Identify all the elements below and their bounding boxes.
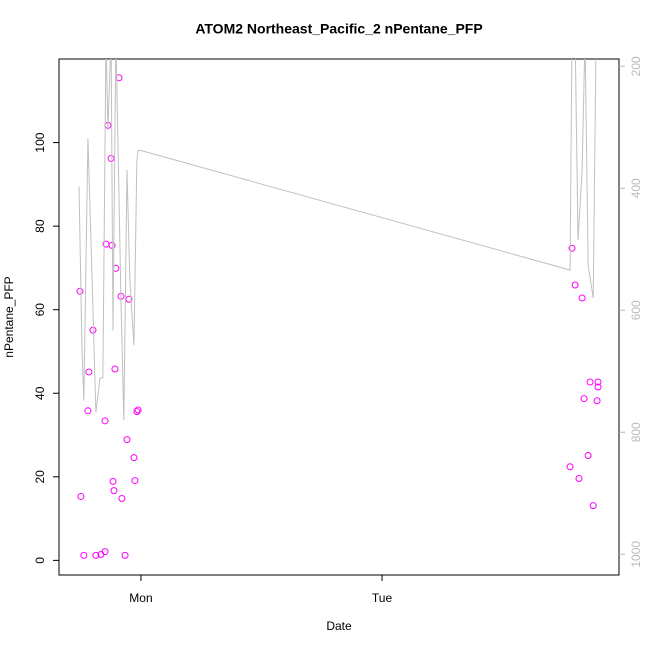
y-tick-label: 80 [33, 219, 47, 233]
data-point [76, 287, 84, 295]
x-tick-label: Tue [372, 591, 393, 605]
data-point [575, 474, 583, 482]
data-point [589, 502, 597, 510]
data-point [118, 495, 126, 503]
data-point [84, 407, 92, 415]
data-point [580, 395, 588, 403]
y-tick-label: 0 [33, 557, 47, 564]
y2-tick-label: 1000 [629, 541, 643, 568]
y-tick-label: 60 [33, 303, 47, 317]
y2-tick-label: 800 [629, 422, 643, 442]
data-point [131, 477, 139, 485]
data-point [578, 294, 586, 302]
data-point [566, 463, 574, 471]
data-point [109, 477, 117, 485]
data-point [571, 281, 579, 289]
data-point [593, 397, 601, 405]
data-point [107, 154, 115, 162]
chart-title: ATOM2 Northeast_Pacific_2 nPentane_PFP [195, 21, 482, 37]
y2-tick-label: 400 [629, 178, 643, 198]
y2-tick-label: 200 [629, 56, 643, 76]
data-point [594, 383, 602, 391]
data-point [101, 548, 109, 556]
y-tick-label: 40 [33, 386, 47, 400]
x-axis-label: Date [326, 619, 352, 633]
x-tick-label: Mon [129, 591, 152, 605]
data-point [123, 436, 131, 444]
data-point [80, 551, 88, 559]
data-point [130, 454, 138, 462]
data-point [85, 368, 93, 376]
data-point [586, 378, 594, 386]
data-line [78, 59, 597, 421]
data-point [584, 452, 592, 460]
data-point [125, 295, 133, 303]
data-point [121, 551, 129, 559]
data-point [111, 365, 119, 373]
data-point [77, 492, 85, 500]
data-point [110, 487, 118, 495]
y-axis-label: nPentane_PFP [2, 276, 16, 357]
data-point [594, 378, 602, 386]
y2-tick-label: 600 [629, 300, 643, 320]
data-point [89, 326, 97, 334]
data-point [568, 244, 576, 252]
data-point [115, 74, 123, 82]
plot-frame [58, 58, 620, 576]
data-point [133, 408, 141, 416]
y-tick-label: 100 [33, 132, 47, 152]
data-point [92, 551, 100, 559]
y-tick-label: 20 [33, 470, 47, 484]
data-point [101, 417, 109, 425]
data-point [134, 406, 142, 414]
